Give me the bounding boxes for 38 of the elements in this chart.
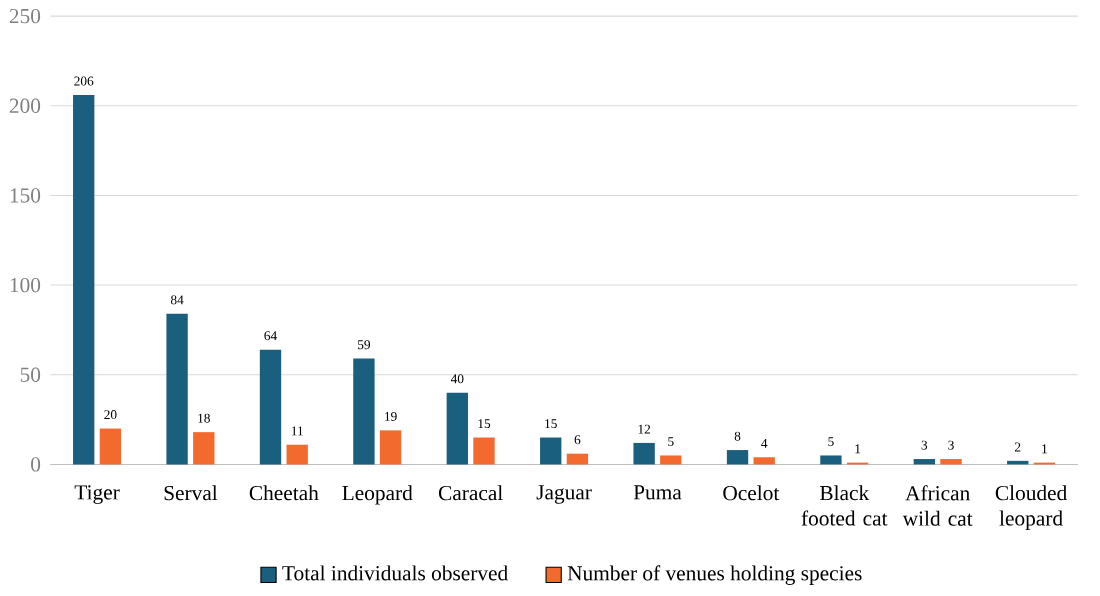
x-tick-label: Cheetah	[249, 485, 319, 501]
bar	[353, 359, 375, 465]
bar	[99, 429, 122, 465]
bar	[286, 445, 308, 465]
bar	[446, 393, 468, 465]
x-tick-label: Jaguar	[536, 485, 592, 505]
x-tick-label: Clouded leopard	[995, 485, 1067, 531]
y-tick-label: 150	[10, 188, 41, 204]
bar	[660, 455, 682, 465]
bar	[193, 432, 215, 465]
x-tick-label: Caracal	[438, 485, 503, 501]
legend-label: Total individuals observed	[282, 565, 508, 581]
bar	[633, 443, 655, 465]
y-tick-label: 200	[9, 99, 41, 114]
x-tick-label: Leopard	[342, 485, 413, 506]
bar	[166, 314, 188, 465]
legend-label: Number of venues holding species	[567, 565, 862, 586]
x-tick-label: Tiger	[74, 485, 120, 505]
bar	[753, 457, 775, 465]
x-tick-label: Black footed cat	[801, 485, 888, 527]
bar	[566, 454, 589, 465]
bar	[259, 350, 282, 465]
y-tick-label: 250	[9, 9, 41, 24]
bar	[913, 459, 935, 465]
bar	[473, 438, 495, 465]
bar	[540, 438, 562, 465]
bar	[820, 455, 842, 465]
bar	[379, 430, 402, 465]
y-tick-label: 100	[10, 278, 41, 293]
y-tick-label: 50	[20, 368, 41, 383]
x-tick-label: Ocelot	[723, 485, 780, 501]
x-tick-label: Puma	[633, 485, 682, 500]
y-tick-label: 0	[31, 457, 41, 473]
x-tick-label: African wild cat	[902, 485, 973, 527]
bar	[726, 450, 749, 465]
x-tick-label: Serval	[164, 485, 218, 501]
bar	[940, 459, 962, 465]
bar	[73, 95, 95, 465]
